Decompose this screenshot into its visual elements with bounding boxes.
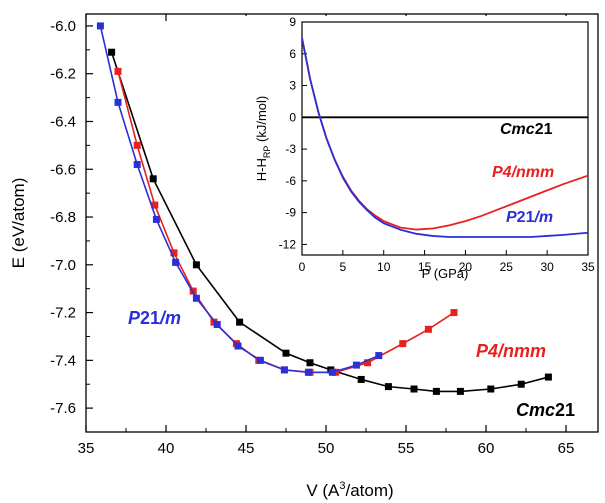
inset-y-tick-label: 0 (289, 110, 296, 124)
data-point-Cmc21 (487, 385, 495, 393)
series-label-P21/m: P21/m (128, 308, 181, 328)
data-point-P4/nmm (189, 287, 197, 295)
y-tick-label: -7.6 (50, 400, 76, 417)
inset-series-label-P4/nmm: P4/nmm (492, 164, 554, 181)
y-tick-label: -6.4 (50, 113, 76, 130)
inset-y-tick-label: -12 (279, 237, 297, 251)
main-plot-frame (85, 13, 599, 433)
data-point-Cmc21 (357, 375, 365, 383)
inset-x-tick-label: 25 (500, 260, 514, 274)
y-tick-label: -7.2 (50, 305, 76, 322)
inset-y-tick-label: -9 (285, 206, 296, 220)
y-tick-label: -6.2 (50, 66, 76, 83)
y-tick-label: -7.4 (50, 352, 76, 369)
x-tick-label: 60 (478, 440, 495, 457)
data-point-Cmc21 (282, 349, 290, 357)
data-point-Cmc21 (192, 261, 200, 269)
inset-x-tick-label: 30 (540, 260, 554, 274)
y-tick-label: -6.6 (50, 161, 76, 178)
series-line-P21/m (99, 25, 380, 374)
data-point-Cmc21 (236, 318, 244, 326)
data-point-P4/nmm (133, 141, 141, 149)
x-tick-label: 55 (398, 440, 415, 457)
data-point-P4/nmm (170, 249, 178, 257)
inset-y-tick-label: 3 (289, 79, 296, 93)
data-point-Cmc21 (517, 380, 525, 388)
x-tick-label: 50 (318, 440, 335, 457)
data-point-P21/m (375, 352, 383, 360)
data-point-P21/m (192, 294, 200, 302)
inset-x-tick-label: 35 (581, 260, 595, 274)
data-point-Cmc21 (108, 48, 116, 56)
x-tick-label: 65 (558, 440, 575, 457)
data-point-Cmc21 (306, 359, 314, 367)
x-tick-label: 45 (238, 440, 255, 457)
data-point-P4/nmm (364, 359, 372, 367)
inset-background (236, 16, 596, 284)
inset-plot-frame (301, 21, 589, 256)
y-tick-label: -6.8 (50, 209, 76, 226)
y-tick-label: -6.0 (50, 18, 76, 35)
data-point-P21/m (96, 22, 104, 30)
data-point-P4/nmm (151, 201, 159, 209)
inset-x-tick-label: 5 (340, 260, 347, 274)
inset-series-label-P21/m: P21/m (506, 209, 553, 226)
data-point-P21/m (213, 321, 221, 329)
inset-x-axis-label: P (GPa) (422, 266, 469, 281)
y-tick-label: -7.0 (50, 257, 76, 274)
series-label-P4/nmm: P4/nmm (476, 341, 546, 361)
inset-x-tick-label: 10 (377, 260, 391, 274)
x-tick-label: 40 (158, 440, 175, 457)
data-point-P21/m (352, 361, 360, 369)
inset-series-group (302, 37, 588, 238)
data-point-P21/m (304, 368, 312, 376)
data-point-P21/m (133, 160, 141, 168)
data-point-P21/m (328, 368, 336, 376)
inset-y-tick-label: -6 (285, 174, 296, 188)
data-point-P21/m (256, 356, 264, 364)
inset-y-tick-label: 9 (289, 15, 296, 29)
data-point-Cmc21 (410, 385, 418, 393)
data-point-P4/nmm (424, 325, 432, 333)
data-point-P21/m (234, 342, 242, 350)
data-point-P4/nmm (114, 67, 122, 75)
data-point-P21/m (172, 258, 180, 266)
data-point-Cmc21 (149, 175, 157, 183)
inset-series-line-P21/m (302, 37, 588, 238)
inset-y-tick-label: 6 (289, 47, 296, 61)
y-axis-label: E (eV/atom) (9, 178, 28, 269)
data-point-P21/m (152, 215, 160, 223)
inset-x-tick-label: 15 (418, 260, 432, 274)
inset-y-tick-label: -3 (285, 142, 296, 156)
main-series-group (96, 22, 552, 395)
data-point-P4/nmm (450, 309, 458, 317)
x-tick-label: 35 (78, 440, 95, 457)
data-point-Cmc21 (432, 387, 440, 395)
data-point-Cmc21 (544, 373, 552, 381)
data-point-Cmc21 (384, 383, 392, 391)
data-point-P21/m (114, 98, 122, 106)
inset-x-tick-label: 0 (299, 260, 306, 274)
inset-y-axis-label: H-HRP (kJ/mol) (254, 96, 272, 181)
inset-series-label-Cmc21: Cmc21 (500, 121, 553, 138)
main-chart: 35 40 45 50 55 60 65-6.0-6.2-6.4-6.6-6.8-7.0-7… (9, 13, 599, 500)
data-point-P21/m (280, 366, 288, 374)
series-label-Cmc21: Cmc21 (516, 400, 575, 420)
data-point-Cmc21 (456, 387, 464, 395)
x-axis-label: V (A3/atom) (306, 480, 393, 500)
inset-x-tick-label: 20 (459, 260, 473, 274)
data-point-P4/nmm (399, 340, 407, 348)
